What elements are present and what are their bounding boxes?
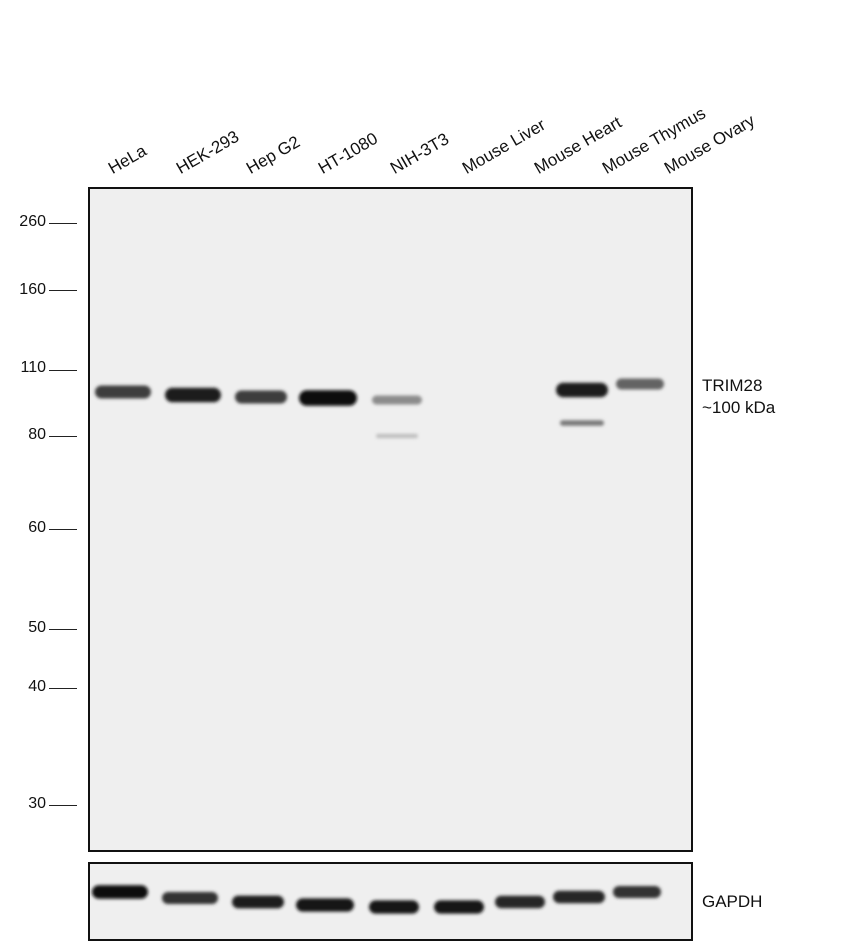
- trim28-band-1: [95, 385, 151, 399]
- gapdh-band-8: [553, 890, 605, 904]
- trim28-band-9: [616, 378, 664, 390]
- trim28-band-5: [372, 395, 422, 405]
- trim28-lower-band-8: [560, 420, 604, 426]
- mw-label-160: 160: [19, 281, 46, 298]
- mw-tick-80: [49, 436, 77, 437]
- mw-tick-30: [49, 805, 77, 806]
- mw-tick-160: [49, 290, 77, 291]
- target-name: TRIM28: [702, 376, 763, 395]
- target-size: ~100 kDa: [702, 398, 776, 417]
- gapdh-band-1: [92, 885, 148, 899]
- trim28-lower-bands: [376, 420, 604, 439]
- mw-tick-50: [49, 629, 77, 630]
- gapdh-band-9: [613, 886, 661, 898]
- loading-control-label: GAPDH: [702, 892, 763, 911]
- trim28-band-2: [165, 387, 221, 403]
- trim28-blot-panel: [88, 187, 693, 852]
- gapdh-band-5: [369, 900, 419, 914]
- mw-tick-60: [49, 529, 77, 530]
- trim28-bands: [95, 378, 664, 406]
- trim28-band-3: [235, 390, 287, 404]
- mw-tick-260: [49, 223, 77, 224]
- gapdh-band-6: [434, 900, 484, 914]
- gapdh-bands: [92, 885, 661, 914]
- mw-label-260: 260: [19, 213, 46, 230]
- mw-label-40: 40: [28, 678, 46, 695]
- mw-label-30: 30: [28, 795, 46, 812]
- gapdh-band-7: [495, 895, 545, 909]
- gapdh-band-4: [296, 898, 354, 912]
- trim28-band-8: [556, 382, 608, 398]
- mw-tick-40: [49, 688, 77, 689]
- gapdh-band-2: [162, 892, 218, 904]
- mw-label-60: 60: [28, 519, 46, 536]
- gapdh-band-3: [232, 895, 284, 909]
- mw-label-50: 50: [28, 619, 46, 636]
- mw-tick-110: [49, 370, 77, 371]
- trim28-band-4: [299, 390, 357, 406]
- mw-label-110: 110: [20, 359, 46, 376]
- mw-label-80: 80: [28, 426, 46, 443]
- target-label: TRIM28 ~100 kDa: [702, 375, 775, 419]
- trim28-lower-band-5: [376, 433, 418, 439]
